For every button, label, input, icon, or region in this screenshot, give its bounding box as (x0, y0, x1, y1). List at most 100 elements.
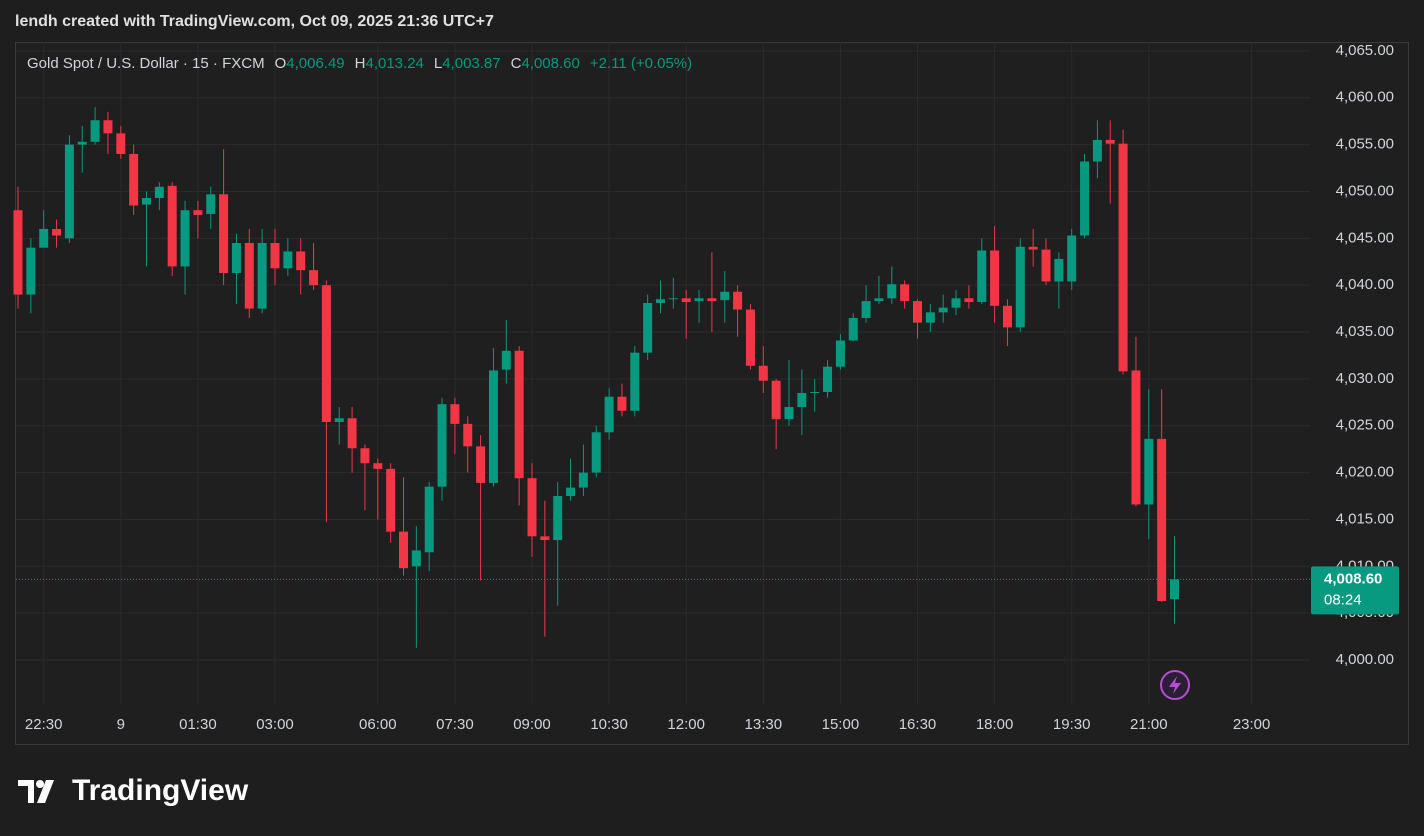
candles (13, 107, 1179, 648)
candle-body (887, 284, 897, 299)
candle-body (488, 370, 498, 483)
candle-body (219, 194, 229, 273)
candle-body (77, 141, 87, 145)
axes: 4,000.004,005.004,010.004,015.004,020.00… (16, 42, 1399, 733)
change: +2.11 (+0.05%) (590, 55, 692, 72)
candle-body (591, 432, 601, 473)
candle-body (964, 298, 974, 303)
candle-body (142, 198, 151, 205)
candle-body (681, 298, 691, 303)
candle-body (874, 298, 884, 302)
candle-body (604, 396, 614, 433)
y-tick-label: 4,035.00 (1336, 323, 1394, 340)
candle-body (103, 120, 113, 134)
low-value: 4,003.87 (442, 55, 500, 72)
candle-body (154, 186, 164, 199)
candle-body (527, 478, 537, 537)
candle-body (630, 352, 640, 411)
price-tag (1311, 566, 1399, 615)
candle-body (643, 302, 653, 353)
candle-body (553, 496, 563, 541)
grid (16, 42, 1310, 705)
x-tick-label: 16:30 (899, 716, 937, 733)
candle-body (334, 418, 344, 422)
x-tick-label: 10:30 (590, 716, 628, 733)
x-tick-label: 01:30 (179, 716, 217, 733)
candle-body (283, 251, 293, 269)
y-tick-label: 4,000.00 (1336, 651, 1394, 668)
x-tick-label: 22:30 (25, 716, 63, 733)
candle-body (90, 120, 100, 142)
x-tick-label: 23:00 (1233, 716, 1271, 733)
candle-body (514, 350, 524, 479)
candle-body (64, 144, 74, 239)
y-tick-label: 4,030.00 (1336, 370, 1394, 387)
y-tick-label: 4,055.00 (1336, 136, 1394, 153)
candle-body (193, 210, 203, 215)
candle-body (1015, 246, 1025, 328)
candle-body (1144, 438, 1154, 505)
candle-body (733, 291, 743, 310)
x-tick-label: 18:00 (976, 716, 1014, 733)
candle-body (411, 550, 421, 567)
candle-body (424, 486, 434, 553)
candle-body (1105, 139, 1115, 144)
candle-body (463, 423, 473, 447)
y-tick-label: 4,050.00 (1336, 182, 1394, 199)
candle-body (399, 531, 408, 569)
candle-body (1067, 235, 1077, 282)
candle-body (373, 463, 383, 469)
candle-body (913, 301, 922, 323)
candle-body (1131, 370, 1141, 505)
candle-body (1041, 249, 1051, 282)
candle-body (617, 396, 627, 411)
candle-body (810, 392, 820, 394)
y-tick-label: 4,065.00 (1336, 42, 1394, 59)
close-value: 4,008.60 (521, 55, 579, 72)
candle-body (900, 284, 910, 302)
y-tick-label: 4,025.00 (1336, 417, 1394, 434)
candle-body (707, 298, 717, 302)
x-tick-label: 12:00 (667, 716, 705, 733)
candle-body (745, 309, 755, 366)
y-tick-label: 4,015.00 (1336, 510, 1394, 527)
candle-body (566, 487, 576, 497)
high-label: H (355, 55, 366, 72)
candle-body (270, 243, 280, 269)
y-tick-label: 4,060.00 (1336, 89, 1394, 106)
candle-body (309, 270, 319, 286)
logo-text: TradingView (72, 774, 249, 807)
candle-body (13, 210, 23, 295)
candle-body (1080, 161, 1090, 236)
candle-body (52, 228, 62, 236)
logo: TradingView (18, 774, 249, 807)
candle-body (835, 340, 845, 367)
candle-body (990, 250, 1000, 306)
high-value: 4,013.24 (365, 55, 423, 72)
open-value: 4,006.49 (286, 55, 344, 72)
chart-frame (15, 42, 1409, 745)
y-tick-label: 4,045.00 (1336, 229, 1394, 246)
candle-body (823, 366, 833, 393)
x-tick-label: 03:00 (256, 716, 294, 733)
candle-body (784, 407, 794, 420)
candle-body (694, 298, 704, 302)
candle-body (720, 291, 730, 301)
y-tick-label: 4,020.00 (1336, 464, 1394, 481)
candle-body (668, 298, 678, 300)
candle-body (861, 301, 871, 318)
candle-body (1092, 139, 1102, 162)
price-tag-label: 4,008.60 (1324, 570, 1382, 587)
candle-body (129, 153, 139, 206)
candle-body (1002, 305, 1012, 328)
x-tick-label: 06:00 (359, 716, 397, 733)
candle-body (206, 194, 216, 214)
candle-body (1118, 143, 1128, 372)
candle-body (386, 468, 396, 532)
x-tick-label: 9 (117, 716, 125, 733)
candle-body (450, 404, 460, 424)
candle-body (501, 350, 511, 370)
candle-body (39, 228, 49, 248)
